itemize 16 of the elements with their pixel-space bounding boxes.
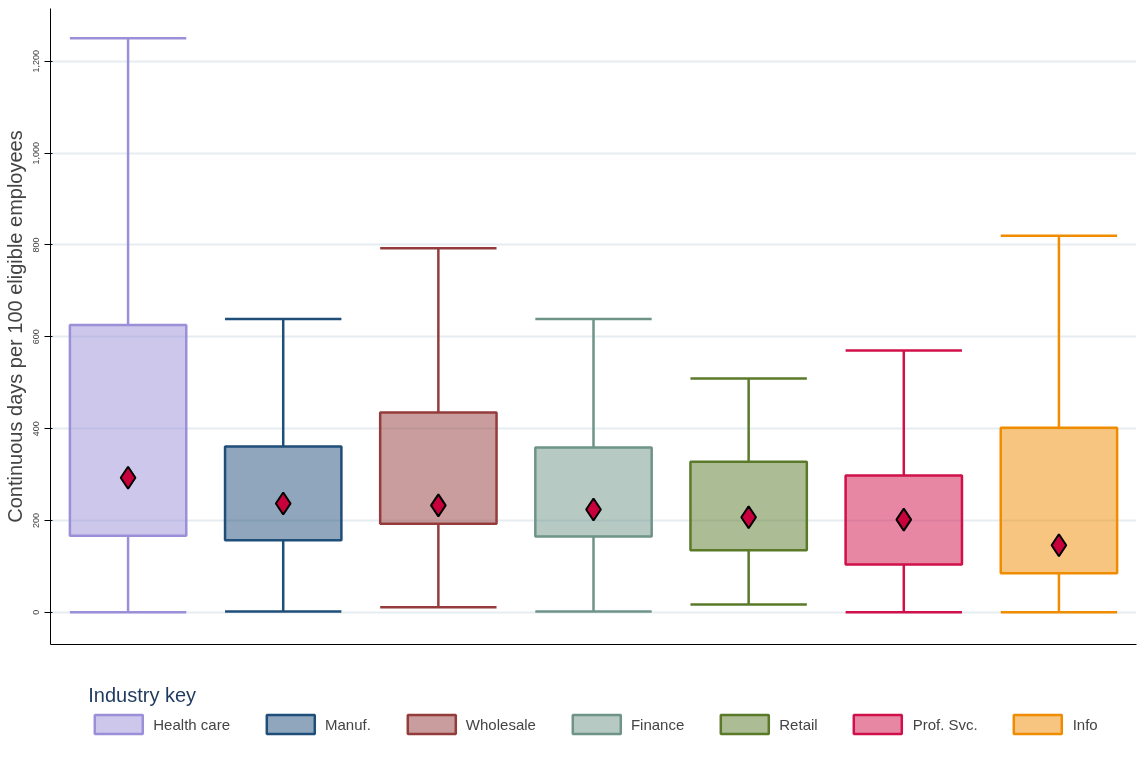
y-tick-label: 400	[31, 421, 42, 437]
legend-label: Info	[1072, 715, 1098, 733]
y-tick-label: 1,000	[31, 141, 42, 165]
y-tick-label: 1,200	[31, 50, 42, 73]
y-tick-label: 800	[31, 237, 42, 253]
y-axis-title: Continuous days per 100 eligible employees	[3, 130, 26, 523]
y-tick-label: 0	[31, 609, 42, 615]
legend-label: Retail	[779, 715, 818, 733]
legend-label: Prof. Svc.	[912, 715, 978, 733]
y-tick-label: 600	[31, 329, 42, 345]
y-tick-label: 200	[31, 512, 42, 529]
legend-title: Industry key	[88, 684, 198, 707]
legend-label: Finance	[630, 715, 685, 733]
legend-label: Manuf.	[325, 715, 371, 733]
legend-label: Health care	[153, 715, 231, 733]
legend-label: Wholesale	[465, 715, 536, 733]
